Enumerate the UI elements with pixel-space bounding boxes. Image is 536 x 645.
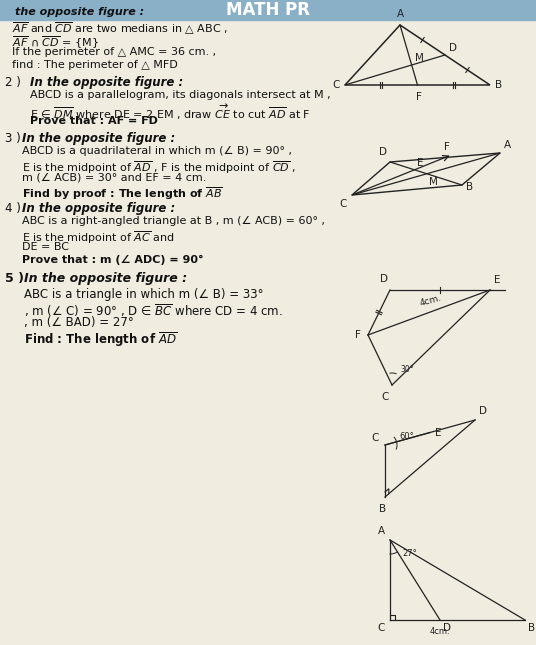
Text: m (∠ ACB) = 30° and EF = 4 cm.: m (∠ ACB) = 30° and EF = 4 cm. (22, 172, 206, 182)
Text: 30°: 30° (400, 365, 414, 374)
Text: D: D (479, 406, 487, 416)
Text: M: M (429, 177, 438, 187)
Text: A: A (504, 140, 511, 150)
Text: If the perimeter of △ AMC = 36 cm. ,: If the perimeter of △ AMC = 36 cm. , (12, 47, 216, 57)
Text: F: F (415, 92, 421, 102)
Text: 4cm.: 4cm. (430, 627, 450, 636)
Text: D: D (380, 274, 388, 284)
Text: 4cm.: 4cm. (419, 293, 443, 308)
Text: E: E (435, 428, 442, 437)
Text: 3 ): 3 ) (5, 132, 21, 145)
Text: C: C (371, 433, 379, 443)
Text: E is the midpoint of $\overline{AD}$ , F is the midpoint of $\overline{CD}$ ,: E is the midpoint of $\overline{AD}$ , F… (22, 159, 296, 175)
Text: A: A (397, 9, 404, 19)
Text: MATH PR: MATH PR (226, 1, 310, 19)
Text: In the opposite figure :: In the opposite figure : (22, 202, 175, 215)
Text: C: C (333, 80, 340, 90)
Text: In the opposite figure :: In the opposite figure : (24, 272, 187, 285)
Text: In the opposite figure :: In the opposite figure : (30, 76, 183, 89)
Text: $\overline{AF}$ ∩ $\overline{CD}$ = {M}: $\overline{AF}$ ∩ $\overline{CD}$ = {M} (12, 34, 99, 50)
Text: B: B (495, 80, 502, 90)
Text: ABC is a triangle in which m (∠ B) = 33°: ABC is a triangle in which m (∠ B) = 33° (24, 288, 264, 301)
Text: B: B (466, 182, 473, 192)
Text: Prove that : m (∠ ADC) = 90°: Prove that : m (∠ ADC) = 90° (22, 255, 204, 265)
Text: E ∈ $\overline{DM}$ where DE = 2 EM , draw $\overrightarrow{CE}$ to cut $\overli: E ∈ $\overline{DM}$ where DE = 2 EM , dr… (30, 103, 311, 122)
Text: $\overline{AF}$ and $\overline{CD}$ are two medians in △ ABC ,: $\overline{AF}$ and $\overline{CD}$ are … (12, 21, 228, 37)
Text: D: D (443, 623, 451, 633)
Text: DE = BC: DE = BC (22, 242, 69, 252)
Text: 5 ): 5 ) (5, 272, 24, 285)
Text: Prove that : AF = FD: Prove that : AF = FD (30, 116, 158, 126)
Text: Find : The length of $\overline{AD}$: Find : The length of $\overline{AD}$ (24, 330, 177, 349)
Text: 60°: 60° (399, 432, 414, 441)
Text: ABCD is a quadrilateral in which m (∠ B) = 90° ,: ABCD is a quadrilateral in which m (∠ B)… (22, 146, 292, 156)
Text: M: M (415, 53, 423, 63)
Text: D: D (449, 43, 457, 53)
Text: E is the midpoint of $\overline{AC}$ and: E is the midpoint of $\overline{AC}$ and (22, 229, 175, 246)
Text: C: C (382, 392, 389, 402)
Text: In the opposite figure :: In the opposite figure : (22, 132, 175, 145)
Text: find : The perimeter of △ MFD: find : The perimeter of △ MFD (12, 60, 178, 70)
Bar (0, 0, 536, 20)
Text: ABCD is a parallelogram, its diagonals intersect at M ,: ABCD is a parallelogram, its diagonals i… (30, 90, 331, 100)
Text: F: F (355, 330, 361, 340)
Text: Find by proof : The length of $\overline{AB}$: Find by proof : The length of $\overline… (22, 185, 223, 202)
Text: B: B (379, 504, 386, 514)
Text: , m (∠ C) = 90° , D ∈ $\overline{BC}$ where CD = 4 cm.: , m (∠ C) = 90° , D ∈ $\overline{BC}$ wh… (24, 302, 282, 319)
Text: 2 ): 2 ) (5, 76, 21, 89)
Text: 27°: 27° (402, 549, 417, 558)
Text: E: E (417, 158, 423, 168)
Text: ABC is a right-angled triangle at B , m (∠ ACB) = 60° ,: ABC is a right-angled triangle at B , m … (22, 216, 325, 226)
Text: C: C (378, 623, 385, 633)
Text: 4 ): 4 ) (5, 202, 21, 215)
Text: the opposite figure :: the opposite figure : (15, 7, 144, 17)
Text: F: F (444, 143, 450, 152)
Text: D: D (379, 147, 387, 157)
Text: A: A (378, 526, 385, 536)
Text: C: C (340, 199, 347, 209)
Text: , m (∠ BAD) = 27°: , m (∠ BAD) = 27° (24, 316, 134, 329)
Text: B: B (528, 623, 535, 633)
Text: E: E (494, 275, 501, 285)
